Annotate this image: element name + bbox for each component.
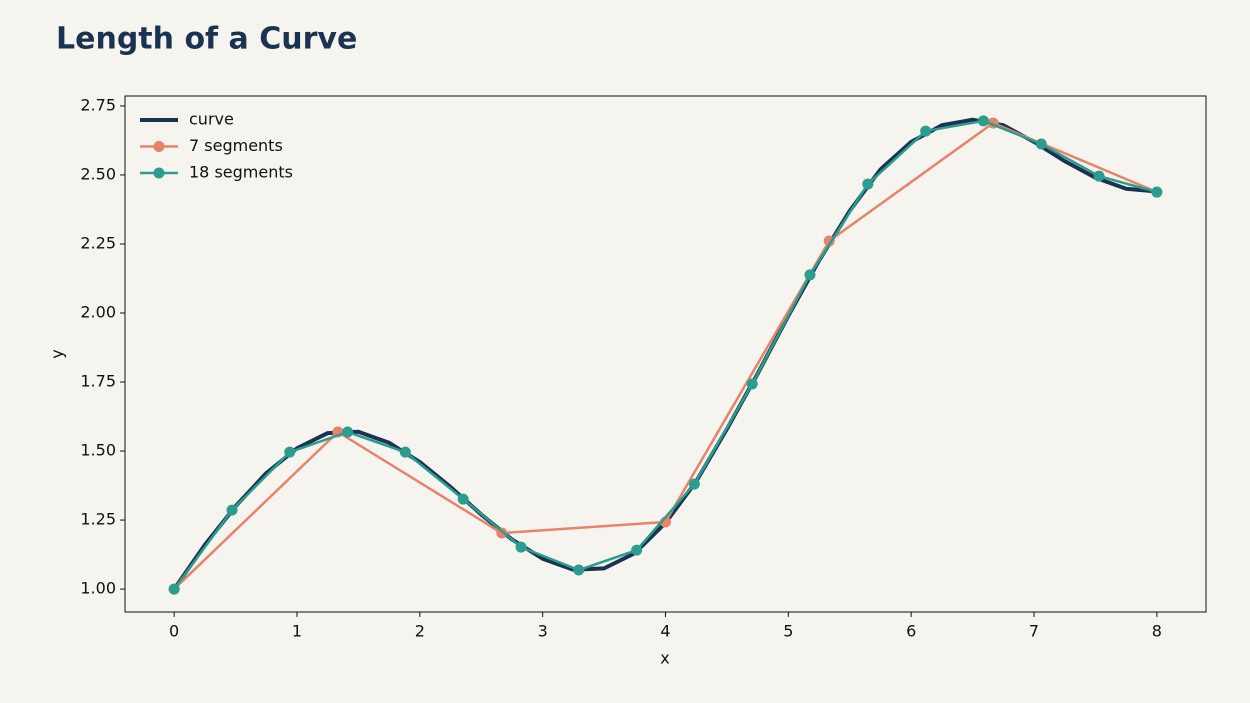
series-line xyxy=(173,119,1158,590)
marker xyxy=(804,269,816,281)
y-tick-label: 1.00 xyxy=(80,579,116,598)
x-tick-label: 0 xyxy=(169,622,179,641)
y-tick-label: 2.50 xyxy=(80,164,116,183)
y-axis-label: y xyxy=(48,349,67,358)
legend-label: curve xyxy=(189,110,234,129)
marker xyxy=(1151,186,1163,198)
marker xyxy=(515,541,527,553)
marker xyxy=(977,115,989,127)
legend-marker xyxy=(153,141,165,152)
marker xyxy=(746,378,758,390)
marker xyxy=(920,125,932,137)
y-tick-label: 1.25 xyxy=(80,510,116,529)
chart-title: Length of a Curve xyxy=(56,22,357,57)
x-tick-label: 6 xyxy=(906,622,916,641)
legend-marker xyxy=(153,167,165,179)
marker xyxy=(168,583,180,595)
y-tick-label: 1.75 xyxy=(80,372,116,391)
marker xyxy=(226,504,238,516)
x-tick-label: 1 xyxy=(292,622,302,641)
legend-label: 7 segments xyxy=(189,136,283,155)
y-tick-label: 2.00 xyxy=(80,303,116,322)
y-tick-label: 2.25 xyxy=(80,233,116,252)
x-tick-label: 4 xyxy=(660,622,670,641)
x-tick-label: 5 xyxy=(783,622,793,641)
marker xyxy=(342,426,354,438)
marker xyxy=(399,446,411,458)
legend-label: 18 segments xyxy=(189,163,293,182)
marker xyxy=(688,478,700,490)
x-tick-label: 7 xyxy=(1029,622,1039,641)
marker xyxy=(1035,138,1047,150)
marker xyxy=(862,178,874,190)
marker xyxy=(1093,170,1105,182)
marker xyxy=(457,493,469,505)
marker xyxy=(573,564,585,576)
x-tick-label: 2 xyxy=(415,622,425,641)
y-tick-label: 1.50 xyxy=(80,441,116,460)
marker xyxy=(284,446,296,458)
x-tick-label: 8 xyxy=(1152,622,1162,641)
x-tick-label: 3 xyxy=(538,622,548,641)
y-tick-label: 2.75 xyxy=(80,95,116,114)
x-axis-label: x xyxy=(660,649,669,668)
marker xyxy=(631,544,643,556)
